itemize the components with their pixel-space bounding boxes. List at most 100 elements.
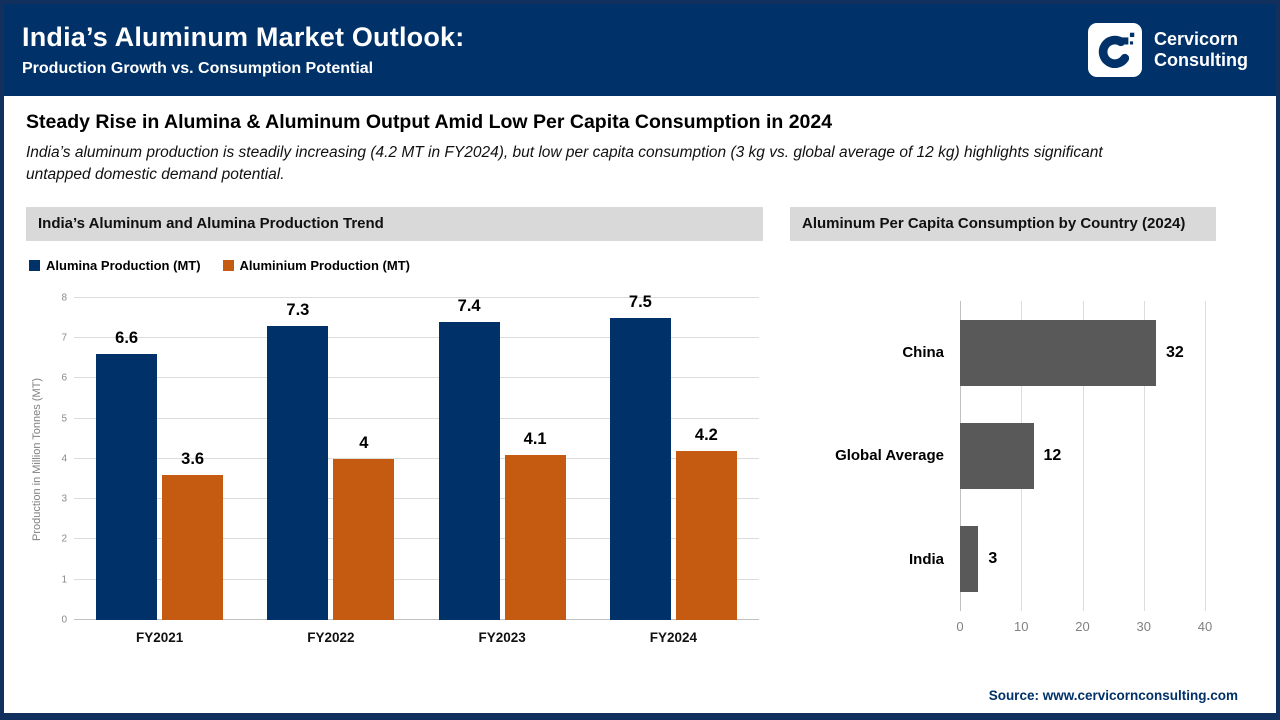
right-panel-title: Aluminum Per Capita Consumption by Count… — [790, 206, 1216, 241]
gridline — [74, 457, 759, 459]
bar: 7.5 — [609, 293, 671, 620]
content-area: Steady Rise in Alumina & Aluminum Output… — [4, 111, 1276, 645]
bar-value-label: 7.5 — [628, 293, 652, 312]
gridline — [74, 337, 759, 339]
y-tick-label: 2 — [61, 533, 67, 545]
y-tick-label: 7 — [61, 332, 67, 344]
gridline — [1143, 300, 1145, 611]
bar: 4.2 — [675, 426, 737, 620]
gridline — [1205, 300, 1206, 611]
bar-group: 6.6 3.6 — [74, 298, 245, 620]
bar-value-label: 6.6 — [115, 329, 139, 348]
hbar-value-label: 3 — [988, 550, 998, 568]
hbar: 3 — [960, 526, 997, 593]
description-line-1: India’s aluminum production is steadily … — [26, 144, 1103, 161]
hbar-row: Global Average 12 — [790, 422, 1216, 489]
left-x-labels: FY2021 FY2022 FY2023 FY2024 — [74, 630, 759, 645]
description: India’s aluminum production is steadily … — [26, 142, 1254, 187]
bar-value-label: 7.4 — [457, 297, 481, 316]
gridline — [74, 578, 759, 580]
y-tick-label: 6 — [61, 372, 67, 384]
bar: 4 — [333, 434, 395, 620]
hbar: 12 — [960, 422, 1061, 489]
right-x-ticks: 0 10 20 30 40 — [956, 618, 1212, 637]
gridline — [74, 618, 759, 620]
hbar-value-label: 32 — [1166, 343, 1184, 361]
headline: Steady Rise in Alumina & Aluminum Output… — [26, 111, 833, 133]
per-capita-panel: Aluminum Per Capita Consumption by Count… — [790, 206, 1216, 645]
bar-value-label: 4 — [359, 433, 369, 452]
bar: 7.3 — [267, 301, 329, 620]
hbar-area: 32 — [960, 319, 1205, 386]
header-titles: India’s Aluminum Market Outlook: Product… — [22, 22, 464, 78]
x-axis-label: FY2021 — [135, 629, 184, 645]
left-plot: 6.6 3.6 7.3 4 7.4 4.1 7.5 4.2 — [74, 293, 759, 620]
y-tick-label: 5 — [61, 413, 67, 425]
legend-item: Aluminium Production (MT) — [222, 258, 410, 274]
source-credit: Source: www.cervicornconsulting.com — [988, 688, 1238, 703]
y-tick-label: 4 — [61, 453, 67, 465]
x-tick-label: 20 — [1075, 618, 1090, 634]
left-panel-title: India’s Aluminum and Alumina Production … — [26, 206, 763, 241]
hbar-area: 3 — [960, 526, 1205, 593]
x-tick-label: 0 — [956, 618, 964, 634]
horizontal-bar-chart: China 32 Global Average 12 India 3 — [790, 300, 1216, 611]
bar-value-label: 4.2 — [694, 425, 718, 444]
charts-row: India’s Aluminum and Alumina Production … — [26, 206, 1254, 645]
grouped-bar-chart: Production in Million Tonnes (MT) 0 1 2 3 4 5… — [26, 292, 763, 625]
logo-text: Cervicorn Consulting — [1154, 29, 1248, 71]
y-tick-label: 8 — [61, 292, 67, 304]
x-tick-label: 10 — [1014, 618, 1029, 634]
bar: 3.6 — [162, 450, 224, 620]
header-band: India’s Aluminum Market Outlook: Product… — [4, 4, 1276, 96]
legend-swatch-icon — [29, 260, 40, 272]
bar-value-label: 3.6 — [181, 450, 205, 469]
category-label: Global Average — [835, 447, 944, 465]
logo-text-line2: Consulting — [1154, 50, 1248, 70]
left-y-ticks: 0 1 2 3 4 5 6 7 8 — [48, 292, 74, 625]
gridline — [74, 498, 759, 500]
bar-value-label: 4.1 — [523, 429, 547, 448]
x-tick-label: 30 — [1136, 618, 1151, 634]
legend-swatch-icon — [222, 260, 234, 272]
page-subtitle: Production Growth vs. Consumption Potent… — [22, 60, 374, 77]
bar-group: 7.4 4.1 — [417, 297, 588, 620]
hbar-row: China 32 — [790, 319, 1216, 386]
x-tick-label: 40 — [1197, 618, 1213, 634]
gridline — [74, 377, 759, 379]
hbar: 32 — [960, 319, 1184, 386]
logo-text-line1: Cervicorn — [1154, 28, 1239, 49]
bar-group: 7.5 4.2 — [588, 293, 759, 620]
category-label: China — [902, 344, 944, 362]
description-line-2: untapped domestic demand potential. — [26, 166, 285, 184]
x-axis-label: FY2024 — [649, 629, 698, 645]
gridline — [74, 538, 759, 540]
hbar-value-label: 12 — [1043, 446, 1062, 464]
legend-label: Alumina Production (MT) — [46, 258, 201, 274]
bar-value-label: 7.3 — [286, 301, 310, 320]
y-tick-label: 3 — [61, 493, 67, 505]
bar: 7.4 — [438, 297, 500, 620]
gridline — [74, 417, 759, 419]
brand-logo: Cervicorn Consulting — [1088, 23, 1248, 77]
x-axis-label: FY2022 — [307, 629, 355, 645]
y-tick-label: 0 — [61, 614, 67, 626]
category-label: India — [908, 550, 944, 568]
right-rows: China 32 Global Average 12 India 3 — [790, 301, 1216, 611]
y-tick-label: 1 — [61, 574, 67, 586]
bar: 6.6 — [96, 329, 158, 620]
legend: Alumina Production (MT) Aluminium Product… — [29, 258, 763, 274]
hbar-row: India 3 — [790, 526, 1216, 593]
legend-item: Alumina Production (MT) — [29, 258, 201, 274]
production-trend-panel: India’s Aluminum and Alumina Production … — [26, 206, 763, 645]
cervicorn-c-icon — [1098, 32, 1135, 68]
hbar-area: 12 — [960, 422, 1205, 489]
logo-mark — [1088, 23, 1143, 77]
gridline — [1082, 300, 1084, 611]
bar: 4.1 — [504, 430, 566, 620]
gridline — [74, 296, 759, 298]
bar-group: 7.3 4 — [245, 298, 416, 620]
left-bars: 6.6 3.6 7.3 4 7.4 4.1 7.5 4.2 — [74, 293, 759, 620]
legend-label: Aluminium Production (MT) — [239, 258, 410, 274]
